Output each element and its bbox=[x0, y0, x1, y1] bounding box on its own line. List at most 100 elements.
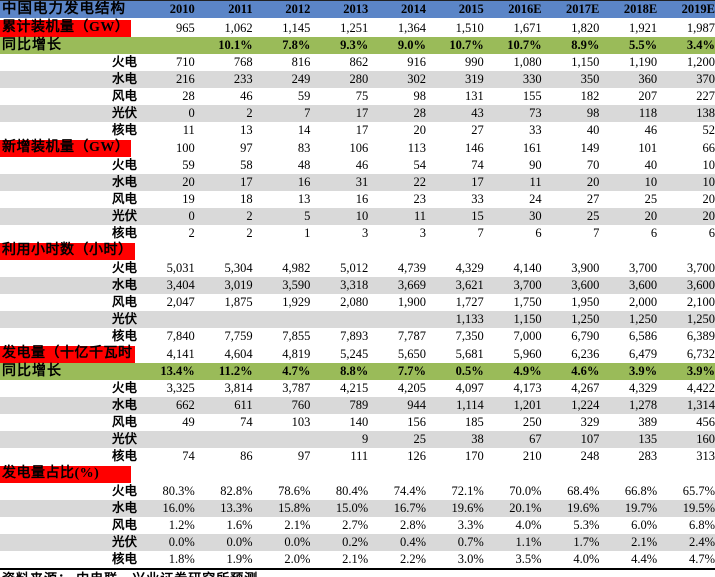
value-cell: 100 bbox=[176, 140, 195, 155]
value-cell: 1,150 bbox=[513, 312, 542, 326]
header-row: 中国电力发电结构 2010 2011 2012 2013 2014 2015 2016E 20… bbox=[0, 1, 715, 19]
value-cell: 1,727 bbox=[455, 295, 484, 309]
value-cell: 313 bbox=[696, 449, 715, 463]
row-label-cell: 光伏 bbox=[111, 106, 137, 120]
value-cell: 4,205 bbox=[397, 381, 426, 395]
value-cell: 170 bbox=[465, 449, 484, 463]
value-cell: 1,190 bbox=[629, 55, 658, 69]
value-cell bbox=[310, 465, 368, 483]
value-cell: 3.5% bbox=[515, 552, 542, 566]
row-label-cell: 风电 bbox=[111, 518, 137, 532]
value-cell bbox=[542, 465, 600, 483]
value-cell: 1,145 bbox=[282, 20, 311, 35]
value-cell: 1,114 bbox=[456, 398, 484, 412]
value-cell: 10.1% bbox=[218, 38, 253, 52]
value-cell: 1 bbox=[304, 226, 311, 240]
value-cell bbox=[484, 242, 542, 260]
value-cell bbox=[484, 465, 542, 483]
value-cell bbox=[657, 465, 715, 483]
value-cell: 4,422 bbox=[686, 381, 715, 395]
section-label: 发电量（十亿千瓦时 bbox=[0, 346, 135, 363]
table-row: 火电 710 768 816 862 916 990 1,080 1,150 1,190 1,200 bbox=[0, 54, 715, 71]
value-cell: 3,318 bbox=[340, 278, 369, 292]
value-cell: 80.4% bbox=[335, 484, 369, 498]
value-cell: 4,604 bbox=[224, 346, 253, 361]
value-cell: 0 bbox=[188, 106, 195, 120]
table-row: 同比增长 10.1% 7.8% 9.3% 9.0% 10.7% 10.7% 8.9% 5.5% 3… bbox=[0, 37, 715, 54]
value-cell: 3,700 bbox=[686, 261, 715, 275]
value-cell: 49 bbox=[182, 415, 195, 429]
value-cell: 72.1% bbox=[451, 484, 484, 498]
year-header: 2011 bbox=[194, 1, 253, 19]
value-cell: 3.9% bbox=[629, 364, 658, 378]
value-cell: 138 bbox=[696, 106, 715, 120]
table-row: 水电 16.0% 13.3% 15.8% 15.0% 16.7% 19.6% 20.1% 19.… bbox=[0, 500, 715, 517]
row-label-cell: 光伏 bbox=[111, 432, 137, 446]
value-cell: 160 bbox=[696, 432, 715, 446]
table-row: 风电 2,047 1,875 1,929 2,080 1,900 1,727 1,750 1,9… bbox=[0, 294, 715, 311]
value-cell: 20 bbox=[586, 175, 600, 189]
value-cell: 4,982 bbox=[282, 261, 311, 275]
value-cell: 7.8% bbox=[282, 38, 311, 52]
value-cell: 3,787 bbox=[282, 381, 311, 395]
value-cell: 126 bbox=[407, 449, 426, 463]
value-cell: 2.8% bbox=[399, 518, 426, 532]
value-cell: 789 bbox=[349, 398, 369, 412]
value-cell: 350 bbox=[580, 72, 600, 86]
value-cell: 4.0% bbox=[515, 518, 542, 532]
value-cell: 0.0% bbox=[226, 535, 253, 549]
value-cell bbox=[195, 311, 253, 328]
value-cell: 4.7% bbox=[688, 552, 715, 566]
value-cell: 11 bbox=[182, 123, 195, 137]
year-header: 2015 bbox=[425, 1, 484, 19]
value-cell: 1,150 bbox=[571, 55, 600, 69]
value-cell: 78.6% bbox=[278, 484, 311, 498]
value-cell: 161 bbox=[522, 140, 542, 155]
value-cell: 8.9% bbox=[571, 38, 600, 52]
row-label-cell: 光伏 bbox=[111, 312, 137, 326]
value-cell: 58 bbox=[240, 158, 253, 172]
value-cell: 3,590 bbox=[282, 278, 311, 292]
value-cell: 4,329 bbox=[455, 261, 484, 275]
value-cell: 131 bbox=[465, 89, 484, 103]
section-label-cell: 利用小时数（小时） bbox=[0, 242, 137, 260]
value-cell: 107 bbox=[580, 432, 600, 446]
value-cell: 3.9% bbox=[686, 364, 715, 378]
value-cell: 1,278 bbox=[629, 398, 658, 412]
table-row: 利用小时数（小时） bbox=[0, 242, 715, 260]
row-label-cell: 火电 bbox=[111, 484, 137, 498]
value-cell: 3,404 bbox=[166, 278, 195, 292]
value-cell: 7 bbox=[304, 106, 311, 120]
value-cell: 1,201 bbox=[513, 398, 542, 412]
value-cell: 280 bbox=[349, 72, 369, 86]
value-cell bbox=[599, 465, 657, 483]
value-cell: 68.4% bbox=[567, 484, 600, 498]
value-cell: 4.6% bbox=[571, 364, 600, 378]
table-row: 光伏 1,133 1,150 1,250 1,250 1,250 bbox=[0, 311, 715, 328]
value-cell: 10.7% bbox=[449, 38, 484, 52]
value-cell: 5 bbox=[304, 209, 311, 223]
value-cell: 4.4% bbox=[631, 552, 658, 566]
value-cell: 1,900 bbox=[397, 295, 426, 309]
value-cell: 3,600 bbox=[571, 278, 600, 292]
value-cell: 6,586 bbox=[629, 329, 658, 343]
value-cell: 662 bbox=[176, 398, 195, 412]
year-header: 2016E bbox=[483, 1, 542, 19]
value-cell: 1,364 bbox=[397, 20, 426, 35]
value-cell: 2 bbox=[188, 226, 195, 240]
value-cell: 1.7% bbox=[573, 535, 600, 549]
value-cell: 1,080 bbox=[513, 55, 542, 69]
value-cell: 4,215 bbox=[340, 381, 369, 395]
value-cell: 1,250 bbox=[686, 312, 715, 326]
value-cell: 74 bbox=[182, 449, 195, 463]
value-cell: 155 bbox=[522, 89, 542, 103]
value-cell: 5,681 bbox=[455, 346, 484, 361]
value-cell: 330 bbox=[522, 72, 542, 86]
value-cell: 5,012 bbox=[340, 261, 369, 275]
value-cell: 17 bbox=[471, 175, 484, 189]
value-cell: 6 bbox=[650, 226, 658, 240]
value-cell: 97 bbox=[240, 140, 253, 155]
value-cell: 65.7% bbox=[682, 484, 715, 498]
value-cell: 4,173 bbox=[513, 381, 542, 395]
